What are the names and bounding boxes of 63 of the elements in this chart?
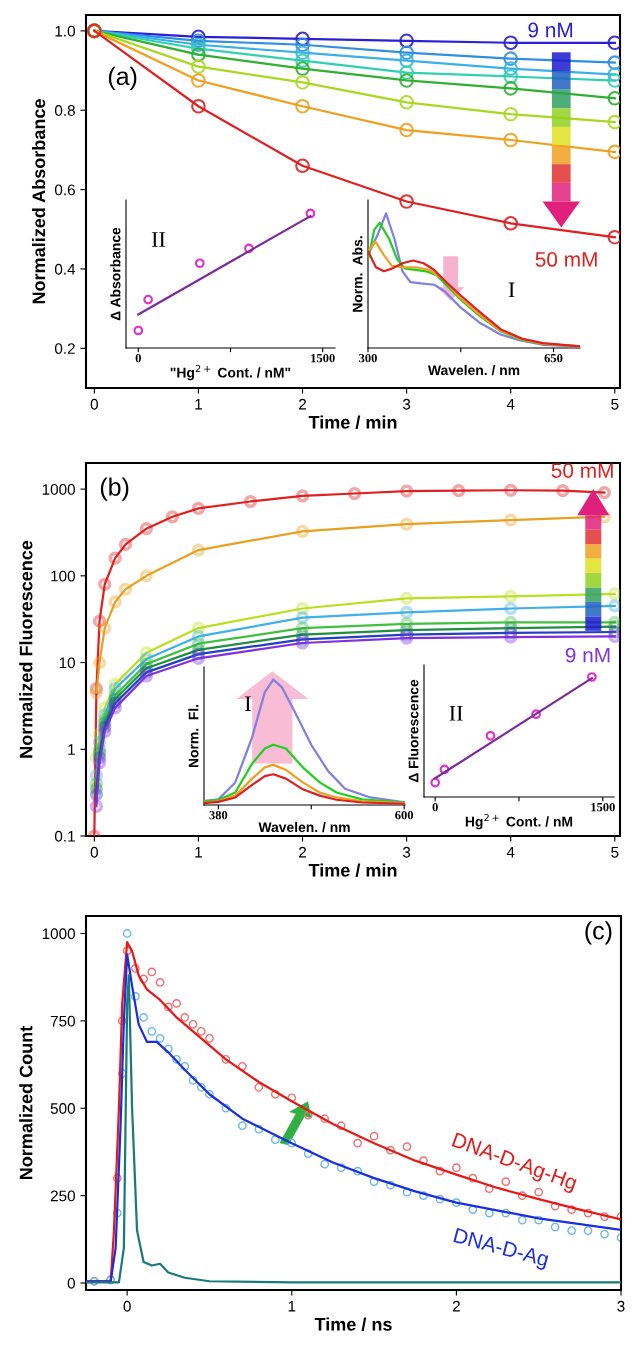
y-tick-label: 10 — [59, 657, 75, 669]
y-tick-label: 1000 — [42, 483, 75, 495]
annotation: (c) — [585, 921, 612, 945]
y-tick-label: 0 — [67, 1277, 75, 1289]
x-tick-label: 1 — [288, 1300, 296, 1312]
x-tick-label: 0 — [123, 1300, 131, 1312]
annotation: I — [508, 282, 515, 298]
y-tick-label: 0.4 — [54, 263, 76, 275]
x-tick-label: 3 — [402, 846, 411, 858]
x-tick-label: 0 — [90, 846, 98, 858]
x-tick-label: 3 — [617, 1300, 625, 1312]
y-axis-title: Normalized Count — [19, 1025, 33, 1180]
y-axis-title: Norm. Fl. — [188, 704, 199, 768]
y-tick-label: 750 — [50, 1015, 75, 1027]
x-tick-label: 0 — [90, 398, 98, 410]
y-axis-title: Δ Fluorescence — [408, 679, 419, 783]
y-tick-label: 0.1 — [54, 830, 75, 842]
x-axis-title: Time / min — [308, 863, 397, 877]
y-tick-label: 500 — [50, 1103, 75, 1114]
x-tick-label: 1 — [195, 846, 202, 858]
x-axis-title: Hg$^{2+}$ Cont. / nM — [465, 813, 573, 830]
annotation: (a) — [108, 66, 137, 91]
x-axis-title: Wavelen. / nm — [258, 821, 350, 833]
x-axis-title: Time / ns — [314, 1317, 392, 1331]
x-tick-label: 5 — [611, 398, 619, 410]
x-tick-label: 380 — [209, 810, 228, 820]
y-tick-label: 1.0 — [55, 25, 75, 37]
y-tick-label: 100 — [51, 570, 75, 582]
y-axis-title: Δ Absorbance — [110, 227, 121, 321]
y-tick-label: 1000 — [42, 928, 75, 940]
x-axis-title: Time / min — [308, 415, 397, 429]
x-tick-label: 2 — [299, 846, 306, 858]
series-label: 50 mM — [551, 463, 613, 478]
x-tick-label: 1500 — [591, 802, 615, 812]
x-tick-label: 3 — [402, 398, 411, 410]
x-tick-label: 4 — [506, 846, 515, 858]
y-axis-title: Norm. Abs. — [352, 236, 363, 312]
y-axis-title: Normalized Fluorescence — [19, 540, 33, 758]
x-tick-label: 1 — [195, 398, 202, 410]
y-tick-label: 0.2 — [54, 343, 75, 355]
y-tick-label: 1 — [68, 744, 75, 755]
x-tick-label: 2 — [299, 398, 306, 410]
x-axis-title: "Hg$^{2+}$ Cont. / nM" — [170, 364, 291, 381]
annotation: I — [245, 696, 251, 711]
y-tick-label: 0.6 — [54, 184, 75, 196]
series-label: 9 nM — [528, 22, 573, 38]
annotation: II — [151, 232, 166, 247]
x-tick-label: 2 — [452, 1300, 460, 1312]
x-tick-label: 300 — [359, 353, 377, 363]
y-axis-title: Normalized Absorbance — [31, 99, 46, 304]
annotation: II — [449, 705, 463, 721]
series-label: 9 nM — [565, 647, 610, 663]
x-axis-title: Wavelen. / nm — [427, 364, 520, 376]
x-tick-label: 4 — [506, 398, 515, 410]
x-tick-label: 600 — [395, 810, 414, 820]
y-tick-label: 0.8 — [54, 105, 75, 116]
x-tick-label: 650 — [544, 353, 563, 363]
x-tick-label: 5 — [611, 846, 619, 858]
annotation: (b) — [100, 477, 129, 501]
x-tick-label: 1500 — [311, 353, 335, 363]
x-tick-label: 0 — [135, 353, 141, 363]
series-label: 50 mM — [535, 252, 597, 267]
y-tick-label: 250 — [50, 1190, 75, 1202]
